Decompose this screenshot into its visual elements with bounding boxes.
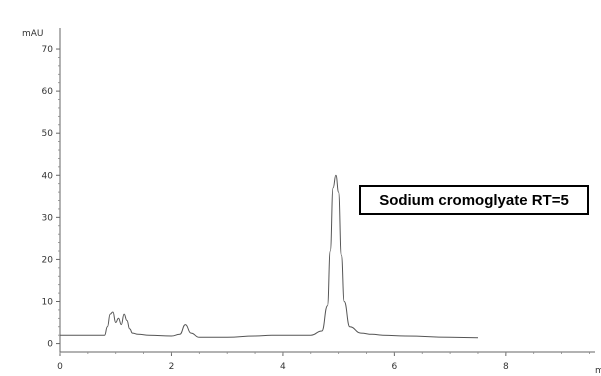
- peak-annotation-text: Sodium cromoglyate RT=5: [379, 191, 569, 209]
- y-tick-label: 20: [42, 255, 54, 265]
- x-tick-label: 2: [169, 362, 175, 372]
- y-axis-unit-label: mAU: [22, 29, 44, 39]
- x-axis-unit-label: m: [595, 366, 601, 376]
- y-tick-label: 40: [42, 171, 54, 181]
- x-tick-label: 6: [392, 362, 398, 372]
- y-tick-label: 60: [42, 87, 54, 97]
- ticks: 0 10 20 30 40 50 60 70 0 2 4 6 8: [42, 45, 590, 372]
- y-tick-label: 50: [42, 129, 54, 139]
- y-tick-label: 0: [47, 340, 53, 350]
- x-tick-label: 8: [503, 362, 509, 372]
- x-tick-label: 0: [57, 362, 63, 372]
- y-tick-label: 10: [42, 298, 54, 308]
- chromatogram-trace: [60, 174, 479, 339]
- peak-annotation-box: Sodium cromoglyate RT=5: [359, 185, 589, 215]
- y-tick-label: 30: [42, 213, 54, 223]
- x-tick-label: 4: [280, 362, 286, 372]
- y-tick-label: 70: [42, 45, 54, 55]
